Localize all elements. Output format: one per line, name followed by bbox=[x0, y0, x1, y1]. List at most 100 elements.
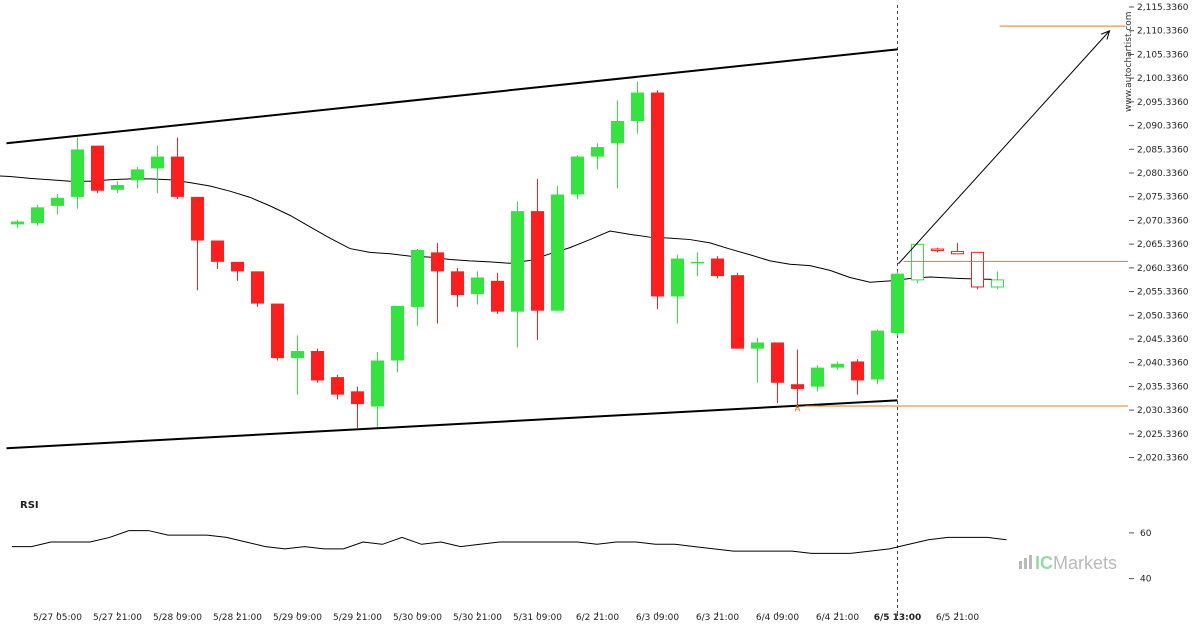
y-tick-label: 2,110.3360 bbox=[1137, 27, 1189, 37]
icmarkets-logo: ICMarkets bbox=[1019, 553, 1117, 573]
candle-body bbox=[531, 211, 544, 311]
candle bbox=[11, 219, 24, 228]
candle-body bbox=[91, 145, 104, 191]
candle-body bbox=[811, 367, 824, 387]
y-tick-label: 2,090.3360 bbox=[1137, 122, 1189, 132]
candle bbox=[571, 155, 584, 200]
candle bbox=[771, 342, 784, 404]
candle bbox=[851, 359, 864, 395]
candle-body bbox=[951, 250, 964, 255]
candle-body bbox=[191, 196, 204, 241]
candle bbox=[691, 252, 704, 277]
candle-body bbox=[171, 156, 184, 197]
rsi-panel: RSI 60 40 bbox=[12, 500, 1152, 585]
candle bbox=[471, 271, 484, 305]
logo-bar-1 bbox=[1019, 561, 1022, 569]
candle-body bbox=[511, 211, 524, 312]
candle-body bbox=[571, 156, 584, 195]
candle-body bbox=[991, 279, 1004, 288]
candle-body bbox=[331, 377, 344, 395]
candle-body bbox=[651, 92, 664, 297]
candle bbox=[311, 348, 324, 383]
candle bbox=[391, 305, 404, 373]
candle bbox=[971, 251, 984, 290]
candle bbox=[291, 335, 304, 395]
x-tick-label: 6/5 13:00 bbox=[874, 613, 922, 623]
candle-body bbox=[111, 185, 124, 190]
logo-bar-3 bbox=[1029, 555, 1032, 569]
y-tick-label: 2,085.3360 bbox=[1137, 145, 1189, 155]
candle-body bbox=[691, 261, 704, 264]
candle bbox=[531, 178, 544, 341]
candle bbox=[731, 272, 744, 349]
candle-body bbox=[131, 169, 144, 181]
levels-layer: A bbox=[794, 25, 1128, 414]
candle-body bbox=[11, 221, 24, 225]
x-tick-label: 5/29 09:00 bbox=[273, 613, 322, 623]
rsi-tick-label: 40 bbox=[1140, 575, 1152, 585]
candle bbox=[991, 271, 1004, 290]
candle bbox=[411, 249, 424, 326]
candle-body bbox=[911, 243, 924, 281]
candle bbox=[931, 247, 944, 253]
candle-body bbox=[411, 249, 424, 307]
forecast-arrow-head bbox=[1100, 30, 1111, 40]
svg-text:ICMarkets: ICMarkets bbox=[1035, 553, 1117, 573]
candle bbox=[611, 100, 624, 189]
x-tick-label: 5/30 09:00 bbox=[393, 613, 442, 623]
candles-layer bbox=[11, 81, 1004, 430]
x-tick-label: 5/31 09:00 bbox=[513, 613, 562, 623]
candle-body bbox=[31, 207, 44, 223]
candle-body bbox=[731, 275, 744, 349]
candle bbox=[511, 201, 524, 348]
forecast-arrow-line bbox=[898, 30, 1110, 265]
candle-body bbox=[271, 303, 284, 359]
rsi-line bbox=[12, 530, 1007, 554]
candle-body bbox=[631, 92, 644, 121]
candle-body bbox=[151, 156, 164, 169]
candle bbox=[491, 272, 504, 315]
y-tick-label: 2,115.3360 bbox=[1137, 3, 1189, 13]
candle bbox=[111, 181, 124, 194]
channel-lower-line bbox=[6, 399, 898, 450]
rsi-tick-label: 60 bbox=[1140, 529, 1152, 539]
x-tick-label: 6/5 21:00 bbox=[936, 613, 980, 623]
candle-body bbox=[871, 330, 884, 380]
y-tick-label: 2,040.3360 bbox=[1137, 359, 1189, 369]
y-tick-label: 2,095.3360 bbox=[1137, 98, 1189, 108]
candle-body bbox=[551, 194, 564, 311]
candle bbox=[951, 242, 964, 255]
y-tick-label: 2,050.3360 bbox=[1137, 311, 1189, 321]
candle bbox=[891, 271, 904, 336]
candle-body bbox=[491, 280, 504, 312]
y-tick-label: 2,080.3360 bbox=[1137, 169, 1189, 179]
y-tick-label: 2,065.3360 bbox=[1137, 240, 1189, 250]
logo-ic-text: IC bbox=[1035, 553, 1053, 573]
candle-body bbox=[291, 351, 304, 359]
candle-body bbox=[891, 273, 904, 333]
candle bbox=[551, 185, 564, 311]
candle bbox=[431, 242, 444, 324]
rsi-title: RSI bbox=[20, 500, 39, 511]
candle bbox=[131, 166, 144, 189]
y-tick-label: 2,060.3360 bbox=[1137, 264, 1189, 274]
watermark-text: www.autochartist.com bbox=[1124, 11, 1134, 112]
y-tick-label: 2,045.3360 bbox=[1137, 335, 1189, 345]
candle-body bbox=[711, 258, 724, 277]
candle-body bbox=[251, 271, 264, 304]
x-tick-label: 6/3 21:00 bbox=[696, 613, 740, 623]
candle bbox=[671, 254, 684, 324]
candle bbox=[791, 349, 804, 408]
candle-body bbox=[611, 120, 624, 144]
moving-average-line bbox=[0, 175, 993, 283]
x-tick-label: 5/27 05:00 bbox=[33, 613, 82, 623]
pattern-marker-label: A bbox=[794, 404, 801, 414]
candle-body bbox=[591, 147, 604, 157]
x-tick-label: 6/3 09:00 bbox=[636, 613, 680, 623]
channel-upper-line bbox=[6, 48, 898, 145]
x-tick-label: 6/4 21:00 bbox=[816, 613, 860, 623]
x-axis: 5/27 05:00 5/27 21:00 5/28 09:00 5/28 21:00… bbox=[33, 612, 979, 623]
x-tick-label: 6/4 09:00 bbox=[756, 613, 800, 623]
candle-body bbox=[671, 258, 684, 297]
